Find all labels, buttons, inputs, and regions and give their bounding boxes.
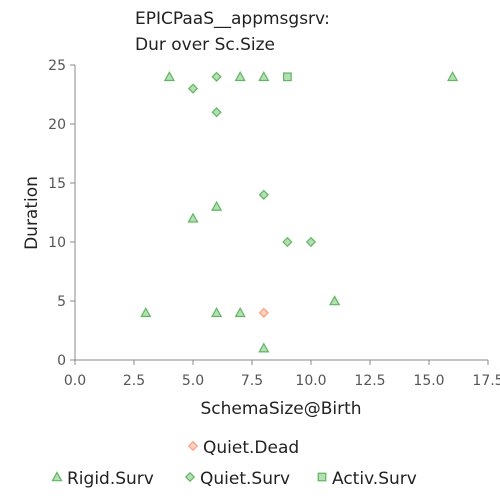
legend-marker	[184, 471, 196, 483]
data-points	[140, 70, 459, 353]
data-point	[328, 295, 341, 306]
y-tick-label: 15	[48, 176, 66, 192]
legend-label: Activ.Surv	[332, 469, 417, 489]
y-tick-label: 0	[57, 353, 66, 369]
x-axis-label: SchemaSize@Birth	[200, 399, 361, 419]
y-tick-label: 5	[57, 294, 66, 310]
x-tick-label: 15.0	[413, 373, 444, 389]
y-tick-label: 25	[48, 58, 66, 74]
legend-item: Rigid.Surv	[51, 469, 154, 489]
series-rigid-surv	[140, 70, 459, 353]
series-quiet-surv	[187, 71, 317, 248]
data-point	[187, 83, 199, 94]
data-point	[305, 236, 317, 248]
y-axis-label: Duration	[22, 176, 42, 250]
y-axis-ticks: 0 5 10 15 20 25	[48, 58, 75, 369]
chart-title: EPICPaaS__appmsgsrv: Dur over Sc.Size	[135, 9, 330, 55]
x-tick-label: 12.5	[354, 373, 385, 389]
data-point	[234, 70, 246, 82]
x-tick-label: 7.5	[241, 373, 263, 389]
legend-item: Quiet.Dead	[187, 438, 299, 458]
chart-title-line-2: Dur over Sc.Size	[135, 35, 275, 55]
series-quiet-dead	[258, 307, 269, 318]
legend-marker	[317, 472, 327, 482]
legend: Quiet.Dead Rigid.Surv Quiet.Surv Activ.Surv	[51, 438, 417, 489]
legend-item: Activ.Surv	[317, 469, 417, 489]
x-tick-label: 5.0	[182, 373, 204, 389]
data-point	[258, 189, 269, 200]
data-point	[211, 71, 222, 82]
y-tick-label: 10	[48, 235, 66, 251]
data-point	[234, 306, 246, 318]
data-point	[210, 306, 223, 318]
series-activ-surv	[283, 72, 292, 82]
legend-label: Quiet.Surv	[200, 469, 290, 489]
legend-label: Quiet.Dead	[203, 438, 299, 458]
x-tick-label: 2.5	[123, 373, 145, 389]
legend-label: Rigid.Surv	[67, 469, 154, 489]
x-tick-label: 10.0	[295, 373, 326, 389]
legend-item: Quiet.Surv	[184, 469, 290, 489]
data-point	[258, 307, 269, 318]
x-tick-label: 0.0	[64, 373, 86, 389]
data-point	[446, 70, 459, 82]
data-point	[282, 236, 293, 248]
plot-axes	[74, 65, 488, 361]
legend-marker	[187, 440, 199, 452]
data-point	[211, 107, 222, 118]
chart-title-line-1: EPICPaaS__appmsgsrv:	[135, 9, 330, 29]
data-point	[258, 342, 270, 353]
data-point	[163, 70, 176, 82]
y-tick-label: 20	[48, 117, 66, 133]
x-axis-ticks: 0.0 2.5 5.0 7.5 10.0 12.5 15.0 17.5	[64, 360, 500, 389]
data-point	[187, 212, 199, 223]
data-point	[283, 72, 292, 82]
legend-marker	[51, 471, 63, 482]
data-point	[258, 70, 270, 82]
data-point	[140, 306, 152, 318]
x-tick-label: 17.5	[472, 373, 500, 389]
data-point	[210, 200, 223, 211]
